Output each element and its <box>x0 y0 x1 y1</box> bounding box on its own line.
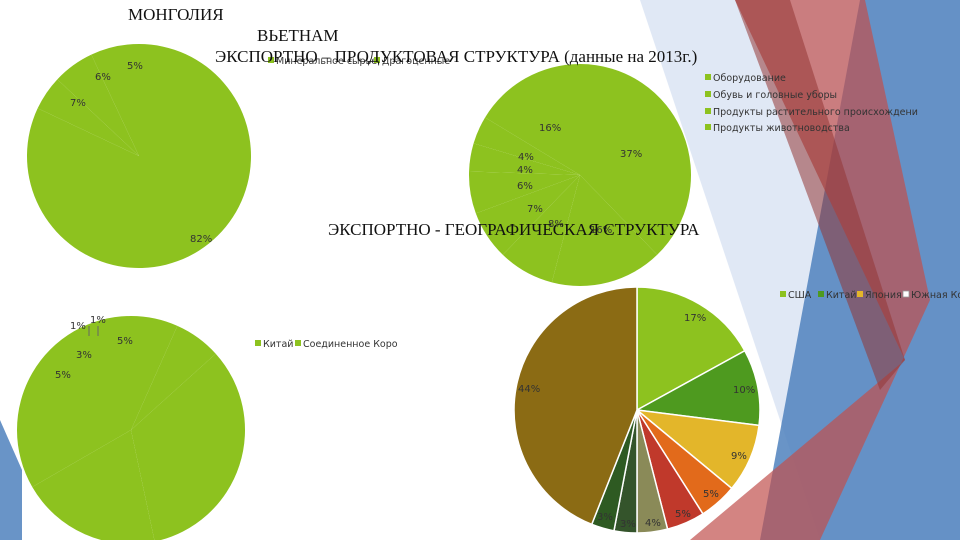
labels-vietnam-product: 37% 16% 8% 7% 6% 4% 4% 16% <box>517 123 642 236</box>
legend-swatch <box>268 57 274 63</box>
data-label: 3% <box>76 350 92 361</box>
pie-slice <box>37 79 139 156</box>
legend-label: Южная Ко <box>911 290 960 301</box>
data-label: 5% <box>127 61 143 72</box>
data-label: 17% <box>684 313 706 324</box>
title-mongolia: МОНГОЛИЯ <box>128 5 224 24</box>
data-label: 4% <box>645 518 661 529</box>
legend-vietnam-product: Оборудование Обувь и головные уборы Прод… <box>705 73 918 134</box>
data-label: 5% <box>675 509 691 520</box>
data-label: 4% <box>517 165 533 176</box>
pie-slice <box>580 64 692 255</box>
legend-label: Китай <box>263 339 293 350</box>
title-export-geo: ЭКСПОРТНО - ГЕОГРАФИЧЕСКАЯ СТРУКТУРА <box>328 220 700 239</box>
data-label: 7% <box>527 204 543 215</box>
legend-swatch <box>857 291 863 297</box>
data-label: 3% <box>620 519 636 530</box>
data-label: 5% <box>703 489 719 500</box>
legend-label: Китай <box>826 290 856 301</box>
pie-slice <box>551 175 658 287</box>
legend-mongolia-geo: Китай Соединенное Коро <box>255 339 398 350</box>
legend-swatch <box>255 340 261 346</box>
pie-slice <box>131 353 245 540</box>
legend-swatch <box>705 91 711 97</box>
pie-slice <box>26 44 251 268</box>
pie-slice <box>32 430 155 540</box>
data-label: 1% <box>70 321 86 332</box>
pie-slice <box>469 171 580 214</box>
pie-slice <box>475 175 580 255</box>
legend-label: Япония <box>865 290 902 301</box>
legend-label: Оборудование <box>713 73 786 84</box>
pie-slice <box>57 54 139 156</box>
legend-swatch <box>705 124 711 130</box>
data-label: 5% <box>55 370 71 381</box>
legend-label: Продукты растительного происхождени <box>713 107 918 118</box>
pie-slice <box>634 349 761 427</box>
pie-slice <box>469 143 580 175</box>
data-label: 82% <box>190 234 212 245</box>
pie-slice <box>473 117 580 175</box>
data-label: 16% <box>539 123 561 134</box>
legend-label: Драгоценные <box>382 56 450 67</box>
legend-mongolia-product: Минеральное сырье Драгоценные <box>268 56 450 67</box>
legend-vietnam-geo: США Китай Япония Южная Ко <box>780 290 960 301</box>
pie-slice <box>513 286 638 526</box>
chart-mongolia-geo <box>16 316 245 540</box>
pie-slice <box>131 316 178 430</box>
legend-label: Соединенное Коро <box>303 339 398 350</box>
deco-red-band <box>690 0 930 540</box>
legend-label: Продукты животноводства <box>713 123 850 134</box>
labels-vietnam-geo: 17% 10% 9% 5% 5% 4% 3% 3% 44% <box>518 313 755 530</box>
legend-label: США <box>788 290 812 301</box>
data-label: 1% <box>90 315 106 326</box>
data-label: 7% <box>70 98 86 109</box>
pie-slice <box>91 44 139 156</box>
legend-swatch <box>780 291 786 297</box>
data-label: 16% <box>590 225 612 236</box>
data-label: 9% <box>731 451 747 462</box>
title-vietnam: ВЬЕТНАМ <box>257 26 339 45</box>
legend-swatch <box>705 108 711 114</box>
pie-slice <box>131 325 216 430</box>
data-label: 6% <box>95 72 111 83</box>
data-label: 8% <box>548 219 564 230</box>
chart-vietnam-product <box>469 64 692 287</box>
data-label: 44% <box>518 384 540 395</box>
legend-label: Обувь и головные уборы <box>713 90 837 101</box>
legend-swatch <box>902 290 910 298</box>
data-label: 4% <box>518 152 534 163</box>
data-label: 6% <box>517 181 533 192</box>
pie-slice <box>502 175 580 283</box>
pie-slice <box>636 286 746 412</box>
data-label: 5% <box>117 336 133 347</box>
legend-label: Минеральное сырье <box>276 56 377 67</box>
data-label: 37% <box>620 149 642 160</box>
legend-swatch <box>818 291 824 297</box>
legend-swatch <box>374 57 380 63</box>
labels-mongolia-geo: 1% 1% 5% 3% 5% <box>55 315 133 381</box>
pie-slice <box>16 316 131 487</box>
labels-mongolia-product: 82% 5% 6% 7% <box>70 61 212 245</box>
title-export-product: ЭКСПОРТНО – ПРОДУКТОВАЯ СТРУКТУРА (данны… <box>215 47 698 66</box>
chart-vietnam-geo <box>513 286 761 534</box>
data-label: 3% <box>597 512 613 523</box>
legend-swatch <box>705 74 711 80</box>
chart-mongolia-product <box>26 44 251 268</box>
data-label: 10% <box>733 385 755 396</box>
pie-slice <box>485 64 580 175</box>
legend-swatch <box>295 340 301 346</box>
deco-left-blue-strip <box>0 420 22 540</box>
